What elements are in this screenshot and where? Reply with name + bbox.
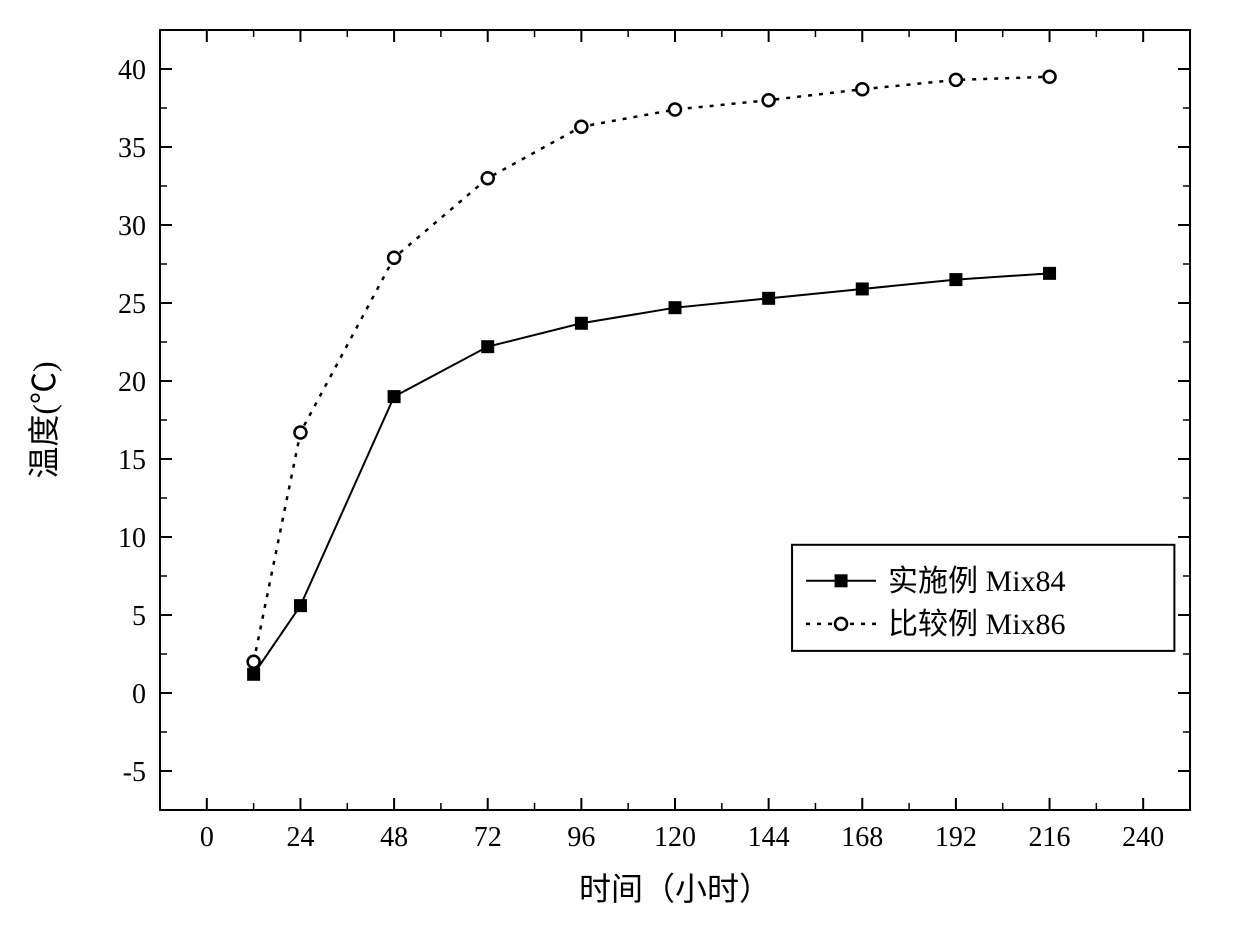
legend-label-mix86: 比较例 Mix86 <box>888 608 1066 641</box>
line-chart: 0 24 48 72 96 120 144 168 192 216 240 -5 0 5 10 15 20 25 3… <box>0 0 1233 944</box>
legend-label-mix84: 实施例 Mix84 <box>888 565 1066 598</box>
y-tick-label: 30 <box>118 211 146 242</box>
x-tick-label: 24 <box>286 822 314 853</box>
x-axis-title: 时间（小时） <box>579 871 771 907</box>
x-tick-label: 0 <box>200 822 214 853</box>
y-tick-label: 40 <box>118 55 146 86</box>
x-tick-label: 192 <box>935 822 977 853</box>
x-tick-label: 72 <box>474 822 502 853</box>
x-tick-label: 96 <box>567 822 595 853</box>
x-tick-label: 168 <box>841 822 883 853</box>
y-tick-label: 25 <box>118 289 146 320</box>
x-tick-label: 216 <box>1029 822 1071 853</box>
y-tick-label: 0 <box>132 679 146 710</box>
y-tick-label: 10 <box>118 523 146 554</box>
y-tick-label: -5 <box>123 757 146 788</box>
y-tick-label: 35 <box>118 133 146 164</box>
x-tick-label: 144 <box>748 822 790 853</box>
x-tick-label: 240 <box>1122 822 1164 853</box>
y-tick-label: 20 <box>118 367 146 398</box>
x-tick-label: 48 <box>380 822 408 853</box>
x-tick-label: 120 <box>654 822 696 853</box>
y-axis-title: 温度(℃) <box>26 361 62 478</box>
y-tick-label: 5 <box>132 601 146 632</box>
chart-container: 0 24 48 72 96 120 144 168 192 216 240 -5 0 5 10 15 20 25 3… <box>0 0 1233 944</box>
y-tick-label: 15 <box>118 445 146 476</box>
